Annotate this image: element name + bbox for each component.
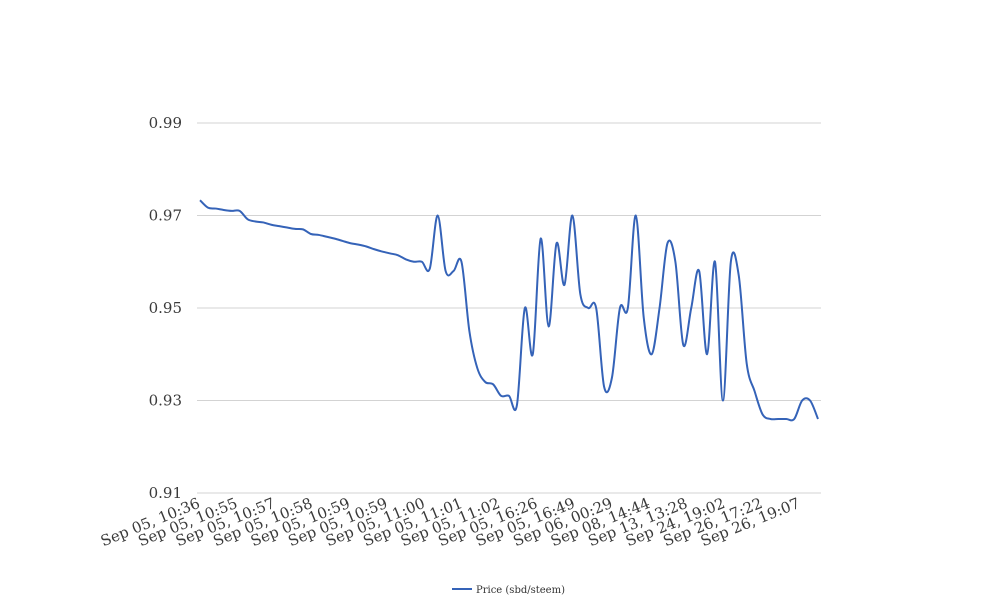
y-tick-label: 0.93 bbox=[149, 392, 182, 410]
series-layer bbox=[199, 199, 819, 422]
series-line bbox=[199, 199, 819, 422]
legend-label: Price (sbd/steem) bbox=[476, 585, 565, 596]
y-tick-label: 0.99 bbox=[149, 114, 182, 132]
y-tick-label: 0.91 bbox=[149, 484, 182, 502]
y-tick-label: 0.97 bbox=[149, 207, 182, 225]
gridlines bbox=[197, 122, 821, 494]
y-tick-label: 0.95 bbox=[149, 299, 182, 317]
legend: Price (sbd/steem) bbox=[452, 585, 565, 596]
y-axis-ticks: 0.91 0.93 0.95 0.97 0.99 bbox=[149, 114, 182, 502]
